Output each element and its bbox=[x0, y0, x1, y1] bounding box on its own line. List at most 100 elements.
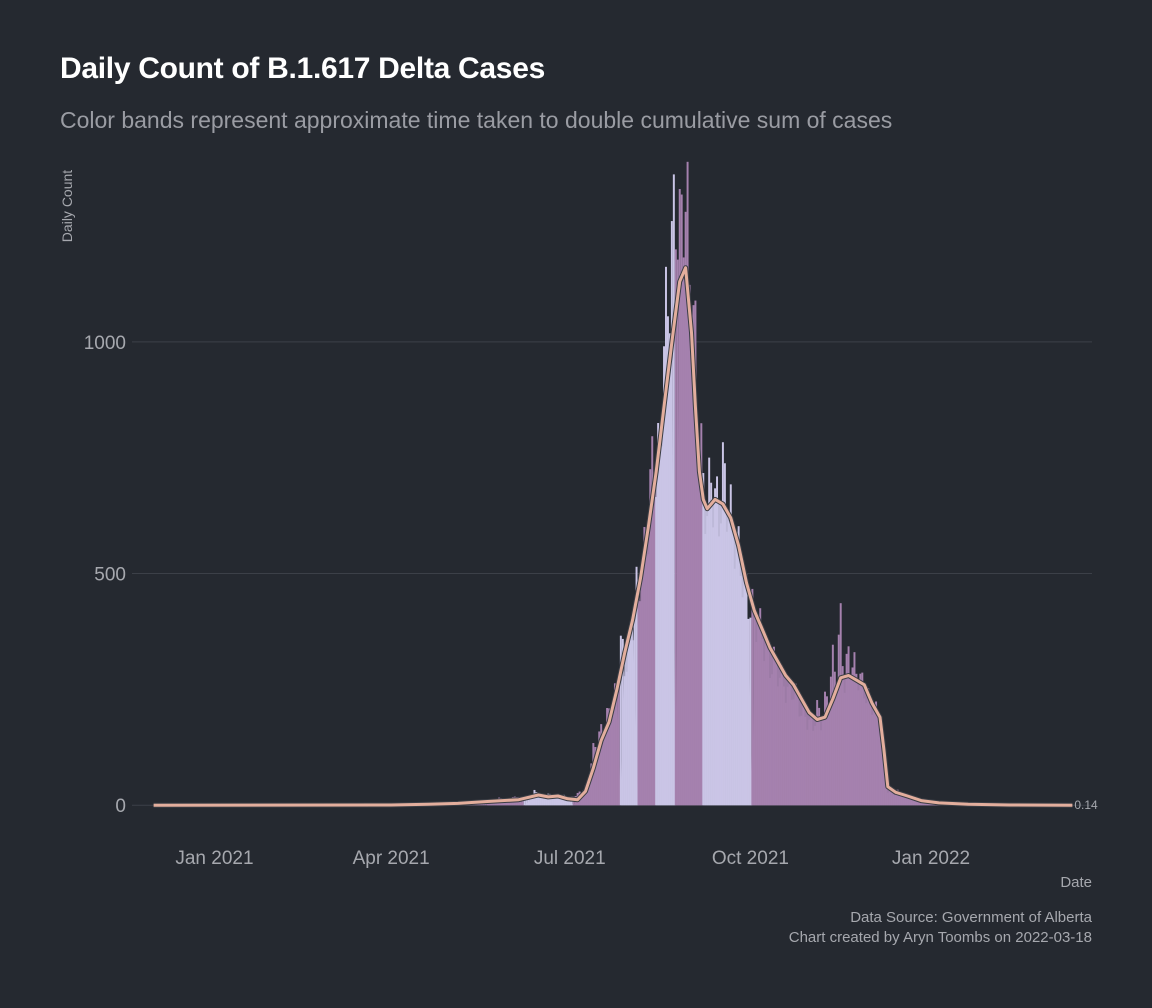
daily-count-bar bbox=[812, 730, 815, 806]
daily-count-bar bbox=[741, 597, 744, 806]
daily-count-bar bbox=[886, 792, 889, 806]
daily-count-bar bbox=[894, 792, 897, 806]
daily-count-bar bbox=[568, 798, 571, 806]
daily-count-bar bbox=[665, 266, 667, 806]
daily-count-bar bbox=[774, 659, 777, 806]
x-tick-label: Jan 2021 bbox=[175, 848, 253, 869]
daily-count-bar bbox=[604, 727, 607, 806]
daily-count-bar bbox=[584, 785, 587, 806]
daily-count-bar bbox=[719, 523, 722, 806]
daily-count-bar bbox=[564, 796, 567, 806]
daily-count-bar bbox=[582, 790, 585, 806]
daily-count-bar bbox=[831, 644, 834, 806]
daily-count-bar bbox=[684, 211, 687, 806]
daily-count-bar bbox=[792, 699, 795, 806]
daily-count-bar bbox=[680, 194, 683, 806]
daily-count-bar bbox=[910, 797, 913, 806]
daily-count-bar bbox=[725, 531, 728, 806]
daily-count-bar bbox=[678, 189, 681, 806]
daily-count-bar bbox=[804, 716, 807, 806]
daily-count-bar bbox=[761, 639, 764, 806]
daily-count-bar bbox=[875, 701, 878, 806]
daily-count-bar bbox=[596, 747, 599, 806]
daily-count-bar bbox=[714, 488, 717, 806]
daily-count-bar bbox=[912, 797, 915, 806]
daily-count-bar bbox=[904, 794, 907, 806]
chart-subtitle: Color bands represent approximate time t… bbox=[60, 107, 893, 133]
daily-count-bar bbox=[688, 284, 691, 806]
daily-count-bar bbox=[788, 682, 791, 806]
daily-count-bar bbox=[706, 516, 709, 806]
daily-count-bar bbox=[749, 617, 752, 806]
daily-count-bar bbox=[763, 661, 766, 806]
daily-count-bar bbox=[735, 540, 738, 806]
daily-count-bar bbox=[608, 708, 611, 806]
daily-count-bar bbox=[694, 300, 697, 806]
daily-count-bar bbox=[555, 797, 558, 806]
y-tick-label: 500 bbox=[94, 565, 126, 586]
daily-count-bar bbox=[588, 780, 591, 806]
daily-count-bar bbox=[647, 554, 650, 806]
daily-count-bar bbox=[772, 646, 775, 806]
y-axis-label: Daily Count bbox=[59, 170, 75, 242]
daily-count-bar bbox=[668, 333, 671, 806]
daily-count-bar bbox=[825, 696, 828, 806]
daily-count-bar bbox=[855, 673, 858, 806]
daily-count-bar bbox=[633, 612, 636, 806]
daily-count-bar bbox=[676, 259, 679, 806]
daily-count-bar bbox=[786, 686, 789, 806]
average-line-layer: 0.14 bbox=[153, 265, 1098, 812]
daily-count-bar bbox=[537, 795, 540, 806]
daily-count-bar bbox=[822, 717, 825, 806]
daily-count-bar bbox=[557, 796, 559, 806]
daily-count-bar bbox=[782, 686, 785, 806]
daily-count-bar bbox=[649, 469, 652, 806]
daily-count-bar bbox=[657, 422, 660, 806]
daily-count-bar bbox=[547, 793, 550, 806]
daily-count-bar bbox=[837, 634, 840, 806]
daily-count-bar bbox=[800, 715, 803, 806]
daily-count-bar bbox=[865, 703, 868, 806]
daily-count-bar bbox=[818, 707, 821, 806]
daily-count-bar bbox=[723, 463, 726, 806]
daily-count-bar bbox=[659, 436, 662, 806]
daily-count-bar bbox=[867, 688, 870, 806]
daily-count-bar bbox=[553, 797, 556, 806]
daily-count-bar bbox=[859, 673, 862, 806]
daily-count-bar bbox=[737, 526, 740, 806]
daily-count-bar bbox=[617, 680, 620, 806]
daily-count-bar bbox=[661, 446, 664, 806]
daily-count-bar bbox=[635, 566, 638, 806]
daily-count-bar bbox=[806, 729, 809, 806]
daily-count-bar bbox=[613, 683, 616, 806]
end-value-label: 0.14 bbox=[1074, 798, 1098, 812]
daily-count-bar bbox=[873, 710, 876, 806]
daily-count-bar bbox=[871, 714, 874, 806]
daily-count-bar bbox=[651, 436, 654, 806]
daily-count-bar bbox=[771, 674, 773, 806]
daily-count-bar bbox=[590, 763, 593, 806]
y-tick-label: 0 bbox=[115, 796, 126, 817]
axis-labels: Daily Count Date Jan 2021 Apr 2021 Jul 202… bbox=[59, 170, 1092, 891]
daily-count-bar bbox=[566, 798, 569, 806]
daily-count-bar bbox=[523, 798, 526, 806]
daily-count-bar bbox=[712, 527, 715, 806]
daily-count-bar bbox=[521, 798, 524, 806]
x-tick-label: Jan 2022 bbox=[892, 848, 970, 869]
daily-count-bar bbox=[776, 686, 779, 806]
daily-count-bar bbox=[655, 497, 658, 806]
daily-count-bar bbox=[698, 455, 701, 806]
daily-count-bar bbox=[727, 521, 730, 806]
daily-count-bar bbox=[769, 677, 772, 806]
daily-count-bar bbox=[808, 719, 811, 806]
daily-count-bar bbox=[878, 727, 881, 806]
daily-count-bar bbox=[839, 603, 842, 806]
daily-count-bar bbox=[888, 791, 891, 806]
daily-count-bar bbox=[527, 796, 530, 806]
daily-count-bar bbox=[606, 708, 609, 806]
daily-count-bar bbox=[560, 796, 563, 806]
daily-count-bar bbox=[612, 709, 614, 806]
daily-count-bar bbox=[780, 665, 783, 806]
